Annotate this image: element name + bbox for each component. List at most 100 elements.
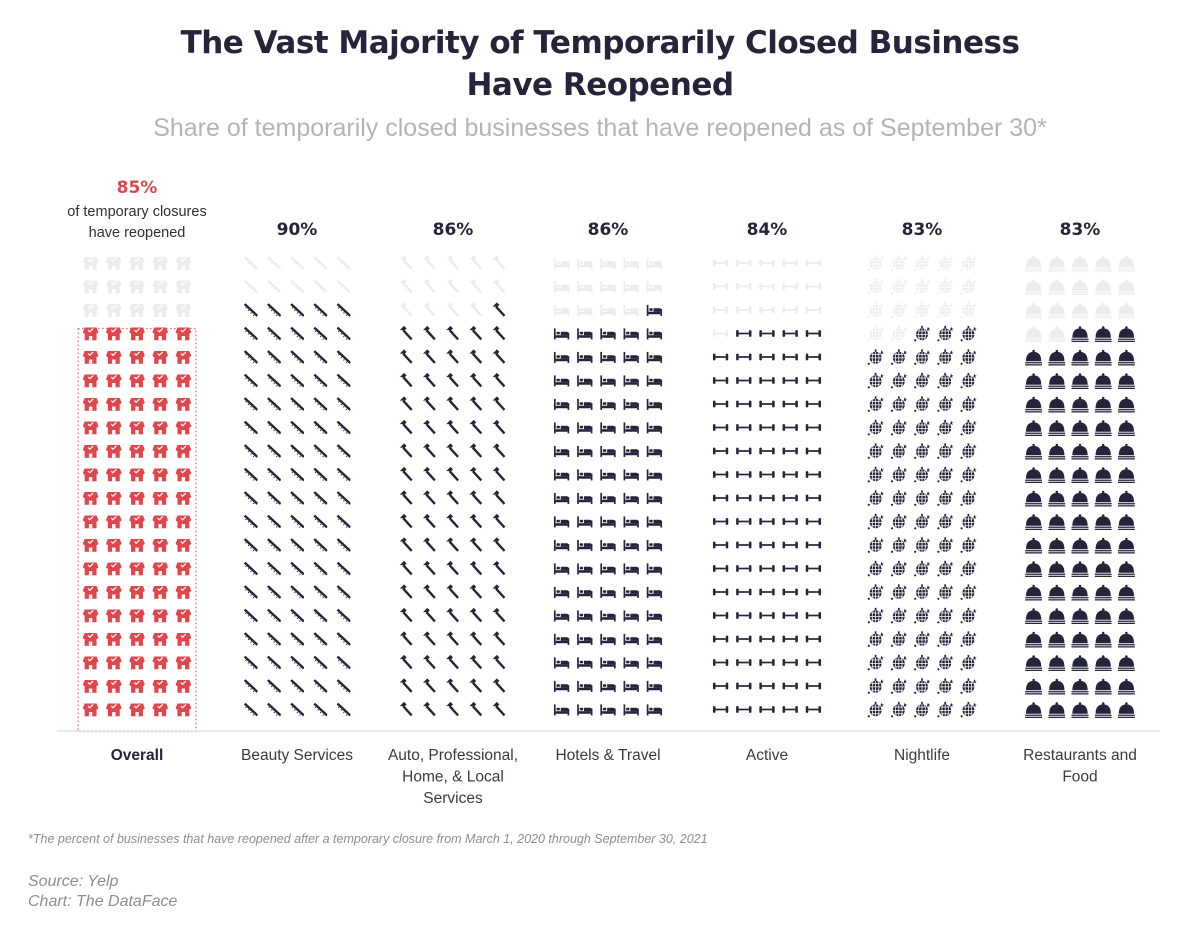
cloche-filled-icon xyxy=(1048,420,1066,436)
cloche-filled-icon xyxy=(1071,702,1089,718)
cloche-filled-icon xyxy=(1025,702,1043,718)
cloche-filled-icon xyxy=(1071,373,1089,389)
hammer-filled-icon xyxy=(399,584,413,599)
hammer-filled-icon xyxy=(399,631,413,646)
disco-ball-filled-icon xyxy=(960,513,977,530)
dumbbell-filled-icon xyxy=(759,706,775,713)
hammer-filled-icon xyxy=(492,419,506,435)
disco-ball-empty-icon xyxy=(960,254,977,272)
cloche-filled-icon xyxy=(1025,584,1043,601)
storefront-filled-icon xyxy=(128,397,146,412)
category-label: Nightlife xyxy=(894,747,950,764)
hammer-filled-icon xyxy=(492,466,506,482)
cloche-filled-icon xyxy=(1117,490,1135,507)
cloche-filled-icon xyxy=(1094,349,1112,366)
source-block: Source: Yelp Chart: The DataFace xyxy=(28,872,177,912)
storefront-empty-icon xyxy=(105,303,123,318)
comb-filled-icon xyxy=(336,373,351,388)
dumbbell-filled-icon xyxy=(805,659,822,666)
disco-ball-filled-icon xyxy=(960,466,977,483)
storefront-filled-icon xyxy=(175,538,192,553)
bed-empty-icon xyxy=(646,257,663,269)
hammer-filled-icon xyxy=(399,607,413,623)
disco-ball-filled-icon xyxy=(936,372,954,389)
comb-filled-icon xyxy=(243,608,259,623)
bed-filled-icon xyxy=(553,586,570,598)
category-columns: 85% of temporary closures have reopened Ove… xyxy=(67,178,1137,807)
cloche-filled-icon xyxy=(1025,396,1043,413)
storefront-filled-icon xyxy=(151,373,169,388)
bed-filled-icon xyxy=(600,445,616,457)
bed-filled-icon xyxy=(646,563,663,575)
hammer-filled-icon xyxy=(399,513,413,529)
bed-filled-icon xyxy=(577,351,593,363)
hammer-filled-icon xyxy=(446,513,459,529)
dumbbell-filled-icon xyxy=(759,612,775,619)
category-label: Beauty Services xyxy=(241,747,353,764)
disco-ball-filled-icon xyxy=(936,442,954,460)
dumbbell-filled-icon xyxy=(759,635,775,643)
cloche-filled-icon xyxy=(1071,349,1089,366)
storefront-filled-icon xyxy=(175,491,192,506)
storefront-filled-icon xyxy=(128,350,146,365)
hammer-filled-icon xyxy=(469,701,483,717)
hammer-filled-icon xyxy=(446,325,459,341)
bed-filled-icon xyxy=(553,328,570,340)
dumbbell-filled-icon xyxy=(782,494,798,502)
bed-filled-icon xyxy=(553,492,570,504)
comb-filled-icon xyxy=(289,561,305,576)
hammer-filled-icon xyxy=(492,631,506,646)
cloche-filled-icon xyxy=(1025,655,1043,671)
cloche-filled-icon xyxy=(1025,678,1043,695)
storefront-filled-icon xyxy=(175,585,192,600)
dumbbell-empty-icon xyxy=(712,283,729,290)
chart-title: The Vast Majority of Temporarily Closed … xyxy=(0,22,1200,106)
bed-empty-icon xyxy=(553,257,570,269)
comb-filled-icon xyxy=(336,702,351,717)
cloche-filled-icon xyxy=(1094,655,1112,671)
hammer-filled-icon xyxy=(446,443,459,458)
storefront-filled-icon xyxy=(151,397,169,412)
value-label: 86% xyxy=(588,220,629,240)
hammer-filled-icon xyxy=(446,584,459,599)
comb-filled-icon xyxy=(243,678,259,694)
hammer-filled-icon xyxy=(399,537,413,552)
storefront-filled-icon xyxy=(128,632,146,647)
dumbbell-filled-icon xyxy=(736,588,752,596)
comb-empty-icon xyxy=(266,255,282,271)
comb-filled-icon xyxy=(312,561,328,576)
disco-ball-filled-icon xyxy=(867,513,885,530)
comb-filled-icon xyxy=(336,514,351,529)
comb-filled-icon xyxy=(266,443,282,459)
hammer-filled-icon xyxy=(446,490,459,505)
cloche-filled-icon xyxy=(1071,420,1089,436)
dumbbell-filled-icon xyxy=(782,518,798,525)
bed-filled-icon xyxy=(623,516,639,528)
category-label: Overall xyxy=(111,747,164,764)
disco-ball-filled-icon xyxy=(936,466,954,483)
storefront-filled-icon xyxy=(105,655,123,670)
cloche-filled-icon xyxy=(1094,561,1112,577)
comb-filled-icon xyxy=(243,537,259,553)
storefront-filled-icon xyxy=(151,326,169,341)
disco-ball-filled-icon xyxy=(960,348,977,366)
hammer-filled-icon xyxy=(469,349,483,364)
cloche-filled-icon xyxy=(1071,537,1089,554)
storefront-filled-icon xyxy=(128,655,146,670)
storefront-filled-icon xyxy=(105,514,123,529)
cloche-filled-icon xyxy=(1048,514,1066,530)
storefront-filled-icon xyxy=(82,702,99,717)
bed-filled-icon xyxy=(646,657,663,669)
storefront-empty-icon xyxy=(105,256,123,271)
hammer-empty-icon xyxy=(423,255,436,270)
storefront-filled-icon xyxy=(151,561,169,576)
bed-filled-icon xyxy=(646,680,663,692)
disco-ball-empty-icon xyxy=(913,301,931,319)
dumbbell-filled-icon xyxy=(759,353,775,361)
bed-filled-icon xyxy=(646,328,663,340)
storefront-empty-icon xyxy=(175,279,192,294)
disco-ball-filled-icon xyxy=(936,489,954,507)
disco-ball-filled-icon xyxy=(913,677,931,695)
storefront-filled-icon xyxy=(105,608,123,623)
comb-filled-icon xyxy=(312,537,328,553)
